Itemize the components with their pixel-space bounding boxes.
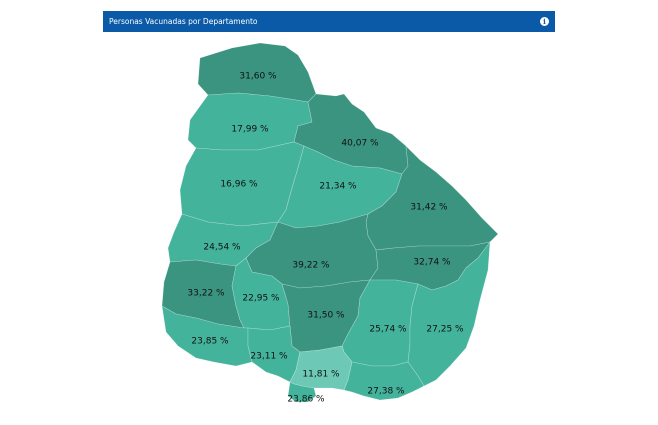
panel-title: Personas Vacunadas por Departamento (109, 17, 258, 26)
label-lavalleja: 25,74 % (369, 325, 407, 335)
label-colonia: 23,85 % (191, 337, 229, 347)
label-florida: 31,50 % (307, 311, 345, 321)
label-canelones: 11,81 % (302, 370, 340, 380)
label-soriano: 33,22 % (187, 289, 225, 299)
department-salto[interactable] (187, 92, 313, 151)
label-paysandu: 16,96 % (220, 180, 258, 190)
label-treinta-y-tres: 32,74 % (413, 258, 451, 268)
label-artigas: 31,60 % (239, 72, 277, 82)
department-rocha[interactable] (407, 241, 491, 387)
label-rio-negro: 24,54 % (203, 243, 241, 253)
label-tacuarembo: 21,34 % (319, 182, 357, 192)
label-cerro-largo: 31,42 % (410, 203, 448, 213)
label-rocha: 27,25 % (426, 325, 464, 335)
department-montevideo[interactable] (287, 381, 317, 403)
label-maldonado: 27,38 % (367, 387, 405, 397)
label-flores: 22,95 % (242, 294, 280, 304)
label-salto: 17,99 % (231, 125, 269, 135)
label-san-jose: 23,11 % (250, 352, 288, 362)
label-montevideo: 23,86 % (287, 395, 325, 405)
label-rivera: 40,07 % (341, 139, 379, 149)
panel-header: Personas Vacunadas por Departamento i (103, 11, 555, 32)
label-durazno: 39,22 % (292, 261, 330, 271)
department-maldonado[interactable] (343, 361, 425, 401)
info-icon[interactable]: i (540, 17, 549, 26)
